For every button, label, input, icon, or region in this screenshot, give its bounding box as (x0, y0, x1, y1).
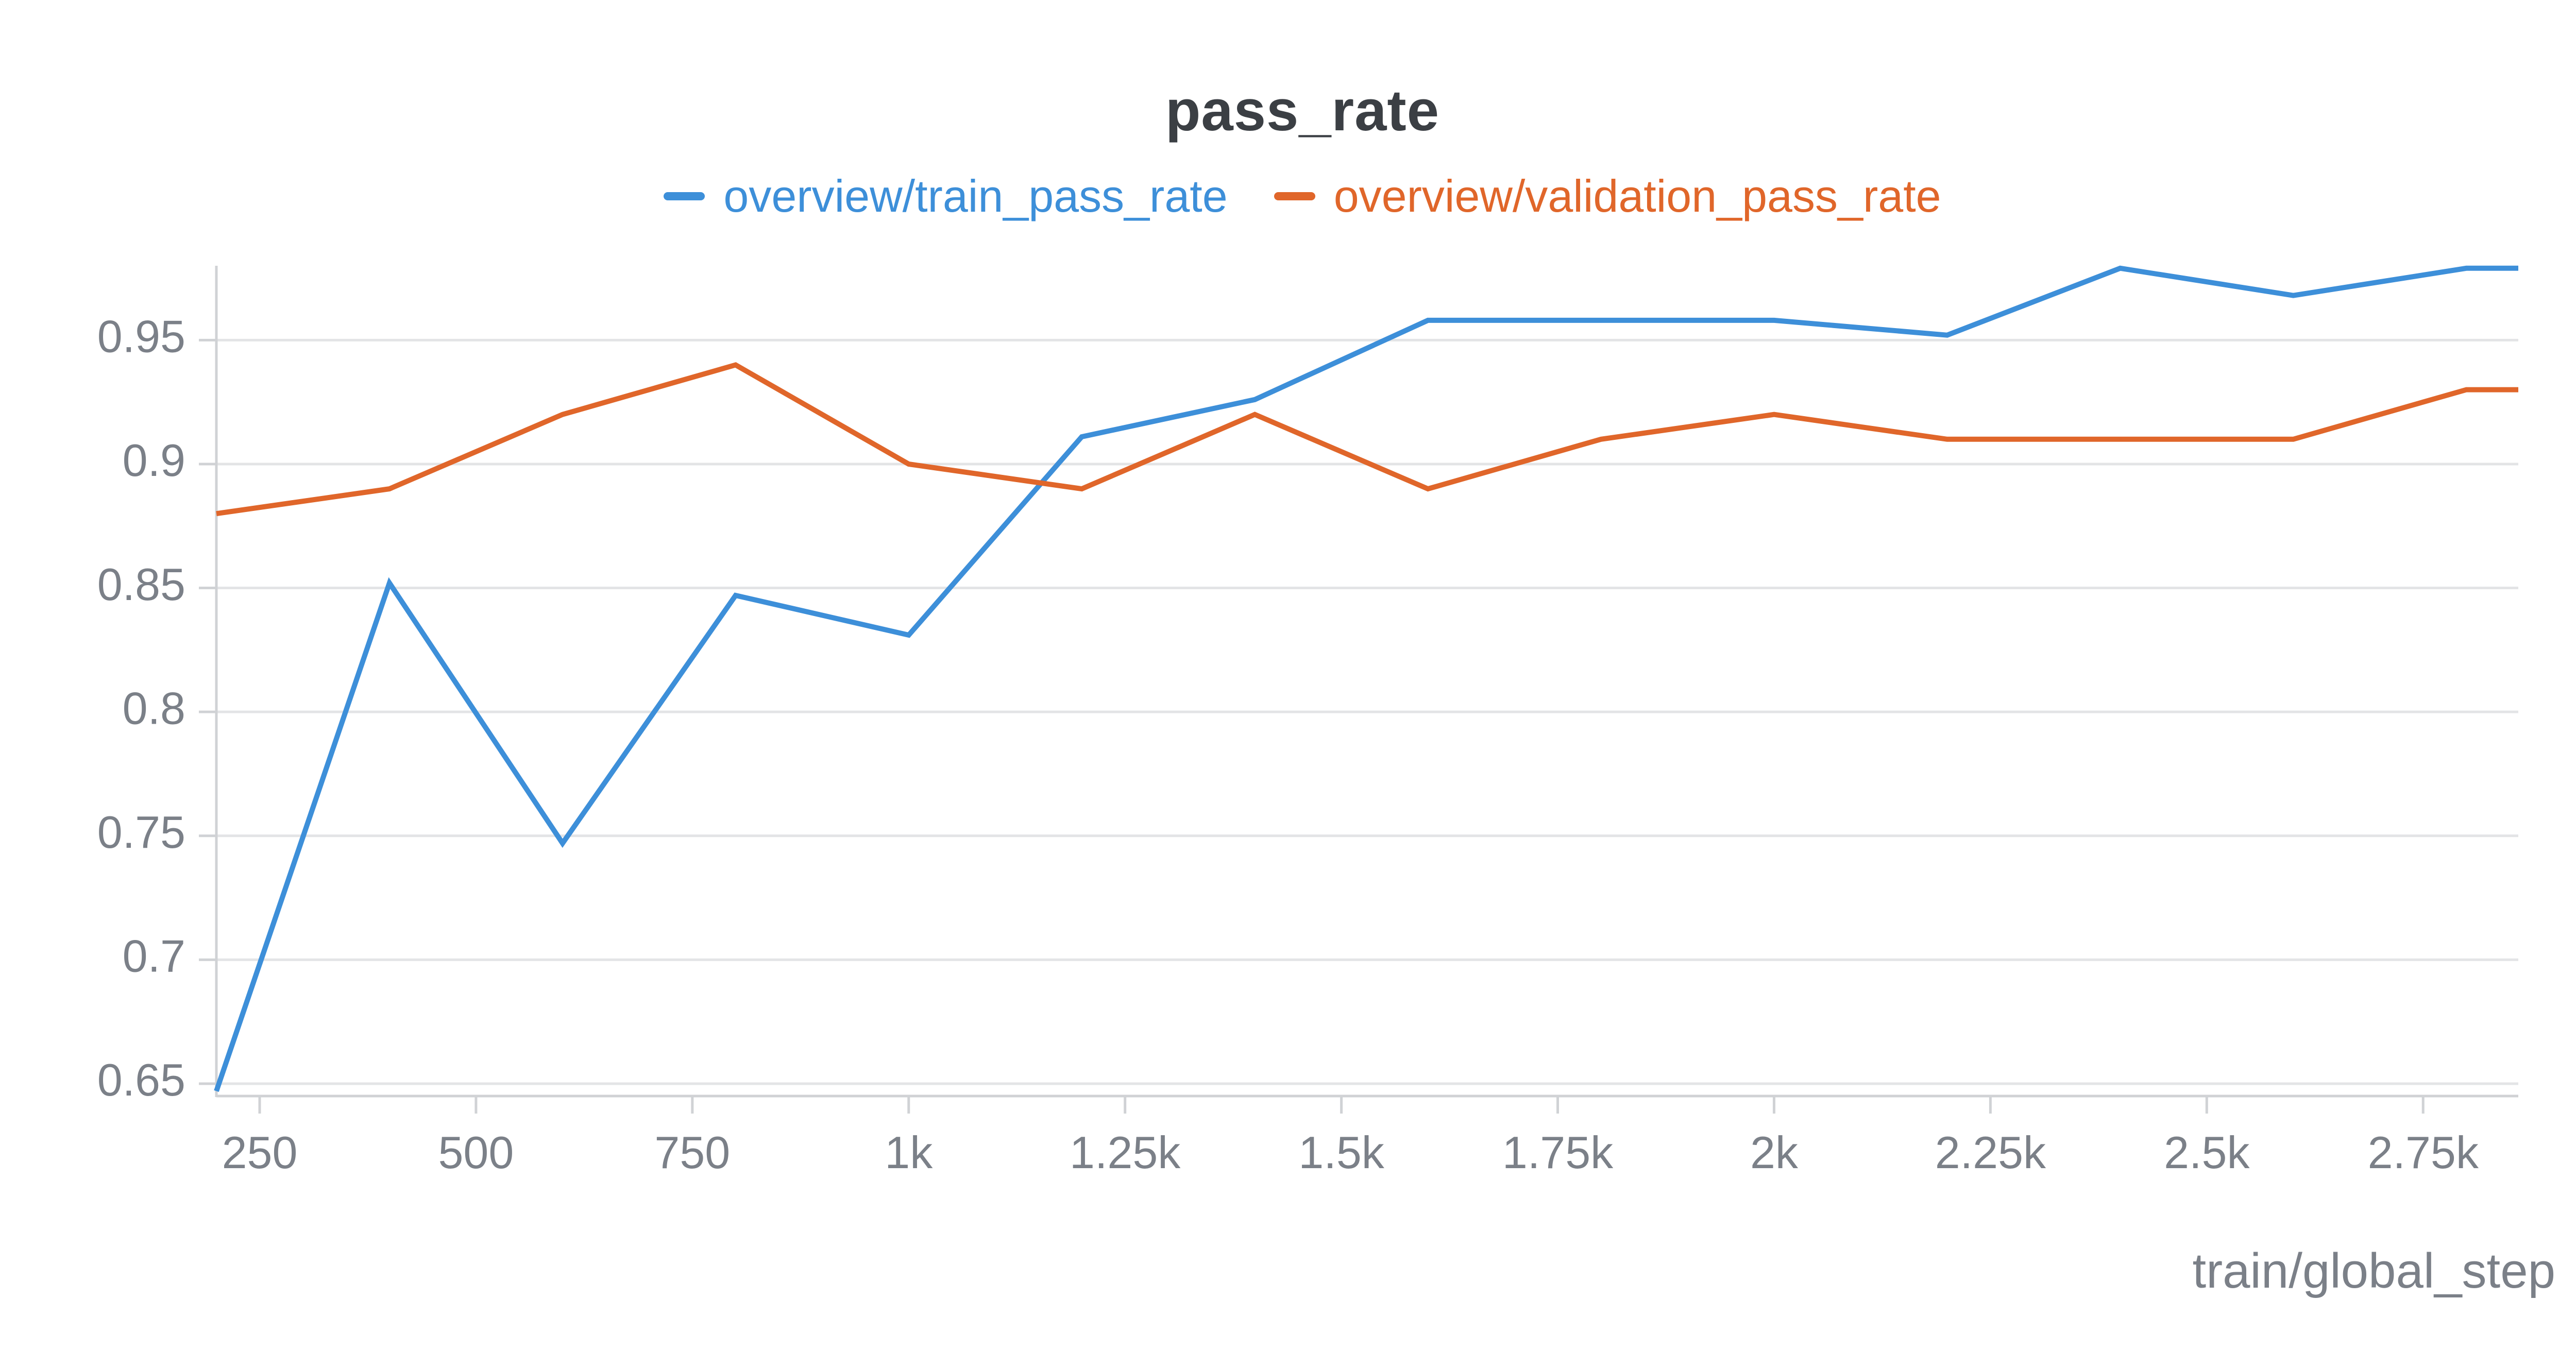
data-point-0 (1945, 334, 1948, 337)
x-tick-label: 2.5k (2164, 1127, 2250, 1178)
data-point-0 (1427, 319, 1430, 322)
legend-label-train: overview/train_pass_rate (723, 170, 1228, 221)
data-point-0 (1600, 319, 1603, 322)
y-tick-label: 0.8 (123, 682, 185, 733)
data-point-1 (1772, 413, 1775, 416)
data-point-0 (561, 842, 564, 845)
x-tick-label: 750 (654, 1127, 730, 1178)
data-point-1 (1427, 487, 1430, 490)
data-point-1 (2465, 388, 2468, 391)
x-axis-label: train/global_step (2193, 1243, 2555, 1298)
data-point-1 (2119, 438, 2122, 441)
x-tick-label: 250 (222, 1127, 298, 1178)
legend-item-train[interactable]: overview/train_pass_rate (664, 170, 1228, 223)
y-tick-label: 0.65 (97, 1054, 185, 1105)
data-point-1 (2517, 388, 2520, 391)
grid-layer (216, 338, 2518, 1085)
data-point-0 (1080, 435, 1083, 438)
legend-label-validation: overview/validation_pass_rate (1333, 170, 1941, 221)
data-point-1 (215, 512, 218, 515)
x-tick-label: 500 (438, 1127, 514, 1178)
data-point-1 (734, 363, 737, 366)
data-point-0 (2292, 294, 2295, 297)
data-point-1 (1600, 438, 1603, 441)
data-point-1 (561, 413, 564, 416)
y-tick-label: 0.7 (123, 931, 185, 982)
data-point-1 (1253, 413, 1257, 416)
data-point-0 (2119, 267, 2122, 270)
series-layer (214, 265, 2520, 1092)
data-point-0 (2517, 267, 2520, 270)
data-point-0 (388, 582, 391, 585)
series-line-1 (216, 362, 2518, 517)
label-layer: 0.65 0.7 0.75 0.8 0.85 0.9 0.95 250 500 750 1k 1.25… (97, 311, 2555, 1298)
x-tick-label: 1k (885, 1127, 933, 1178)
x-tick-label: 1.5k (1298, 1127, 1384, 1178)
legend-swatch-validation (1274, 192, 1315, 200)
y-tick-label: 0.85 (97, 559, 185, 610)
legend-item-validation[interactable]: overview/validation_pass_rate (1274, 170, 1941, 223)
data-point-1 (1945, 438, 1948, 441)
data-point-1 (388, 487, 391, 490)
data-point-1 (1080, 487, 1083, 490)
axis-layer (199, 266, 2518, 1114)
legend-swatch-train (664, 192, 705, 200)
chart-legend: overview/train_pass_rate overview/valida… (0, 170, 2576, 223)
y-tick-label: 0.9 (123, 435, 185, 486)
data-point-1 (907, 463, 910, 466)
x-tick-label: 1.25k (1070, 1127, 1181, 1178)
y-tick-label: 0.95 (97, 311, 185, 362)
x-tick-label: 1.75k (1502, 1127, 1614, 1178)
data-point-0 (215, 1089, 218, 1092)
data-point-0 (1253, 398, 1257, 401)
x-tick-label: 2.75k (2368, 1127, 2479, 1178)
x-tick-label: 2.25k (1935, 1127, 2046, 1178)
y-tick-label: 0.75 (97, 807, 185, 858)
x-tick-label: 2k (1750, 1127, 1799, 1178)
data-point-0 (1772, 319, 1775, 322)
series-line-0 (214, 265, 2518, 1092)
data-point-0 (907, 634, 910, 637)
data-point-1 (2292, 438, 2295, 441)
data-point-0 (734, 594, 737, 597)
chart-title: pass_rate (1165, 78, 1440, 143)
data-point-0 (2465, 267, 2468, 270)
